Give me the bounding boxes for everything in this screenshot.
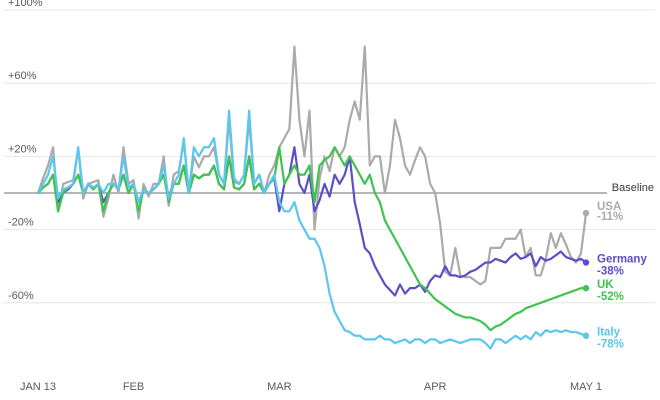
y-tick-label: -60% [8, 290, 34, 302]
series-end-value-italy: -78% [597, 339, 624, 351]
x-tick-label: FEB [123, 381, 144, 393]
x-tick-label: APR [424, 381, 447, 393]
baseline-label: Baseline [612, 182, 654, 194]
series-end-point-germany [582, 259, 590, 266]
series-name-uk: UK [597, 279, 614, 291]
series-line-italy [36, 109, 588, 350]
x-axis-ticks: JAN 13 FEB MAR APR MAY 1 [20, 381, 602, 393]
series-end-value-germany: -38% [597, 266, 624, 278]
y-tick-label: +60% [8, 70, 37, 82]
series-line-uk [36, 146, 588, 332]
series-end-point-uk [582, 284, 590, 292]
x-tick-label: MAY 1 [570, 381, 602, 393]
series-name-usa: USA [597, 201, 621, 213]
y-axis-ticks: +100% +60% +20% -20% -60% [8, 0, 43, 302]
x-tick-label: MAR [267, 381, 292, 393]
series-end-value-usa: -11% [597, 211, 623, 223]
series-name-italy: Italy [597, 327, 621, 339]
series-name-germany: Germany [597, 254, 647, 266]
series-end-labels: USA-11% Germany-38%UK-52% Italy-78% [597, 201, 647, 351]
x-tick-label: JAN 13 [20, 381, 56, 393]
y-tick-label: +20% [8, 143, 37, 155]
series-line-usa [36, 45, 588, 286]
series-layer [36, 45, 590, 350]
series-end-point-italy [582, 332, 590, 339]
series-end-value-uk: -52% [597, 291, 624, 303]
y-tick-label: +100% [8, 0, 43, 9]
y-tick-label: -20% [8, 217, 34, 229]
series-end-point-usa [582, 209, 590, 217]
